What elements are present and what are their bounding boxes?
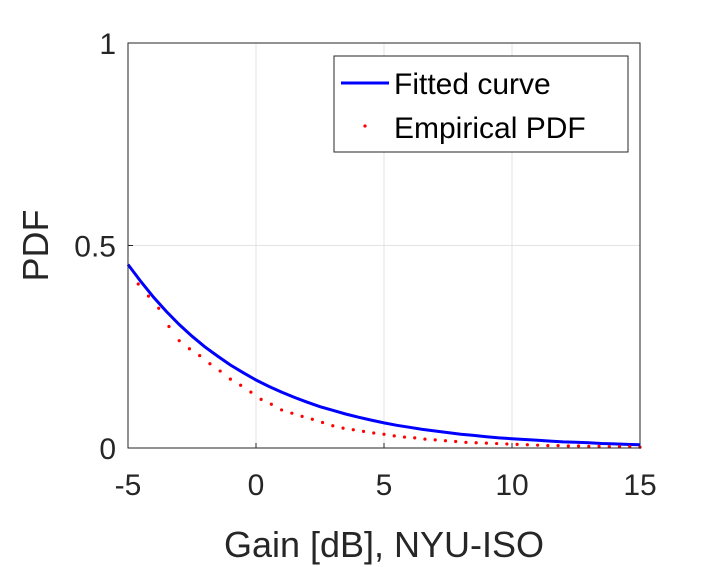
empirical-pdf-point	[167, 324, 171, 329]
empirical-pdf-point	[259, 397, 263, 401]
empirical-pdf-point	[280, 408, 284, 412]
y-axis-label: PDF	[15, 210, 56, 282]
x-tick-label: 0	[248, 469, 265, 502]
empirical-pdf-point	[157, 306, 161, 310]
empirical-pdf-point	[413, 436, 417, 440]
empirical-pdf-point	[515, 442, 519, 446]
empirical-pdf-point	[454, 439, 458, 444]
empirical-pdf-point	[525, 443, 529, 447]
empirical-pdf-point	[310, 417, 314, 421]
empirical-pdf-point	[146, 294, 151, 298]
empirical-pdf-point	[484, 441, 488, 445]
empirical-pdf-point	[198, 354, 202, 358]
x-tick-label: -5	[115, 469, 142, 502]
empirical-pdf-point	[566, 444, 570, 448]
x-tick-label: 15	[623, 469, 656, 502]
empirical-pdf-point	[546, 443, 550, 448]
empirical-pdf-point	[474, 441, 478, 445]
empirical-pdf-point	[351, 428, 355, 432]
legend-box	[333, 55, 629, 153]
legend-label-fitted-curve: Fitted curve	[394, 68, 551, 101]
empirical-pdf-point	[536, 443, 540, 447]
empirical-pdf-point	[556, 443, 560, 448]
x-tick-label: 10	[495, 469, 528, 502]
y-tick-label: 0.5	[74, 231, 116, 264]
legend-swatch-empirical-pdf	[363, 124, 367, 128]
empirical-pdf-point	[341, 426, 345, 430]
fitted-curve-line	[126, 263, 641, 447]
empirical-pdf-point	[392, 434, 396, 438]
empirical-pdf-point	[218, 369, 222, 373]
empirical-pdf-point	[300, 414, 304, 419]
empirical-pdf-point	[208, 362, 212, 366]
legend: Fitted curve Empirical PDF	[333, 55, 629, 153]
empirical-pdf-point	[249, 390, 253, 394]
empirical-pdf-point	[505, 442, 509, 446]
empirical-pdf-point	[320, 420, 325, 425]
empirical-pdf-point	[361, 429, 366, 433]
empirical-pdf-point	[269, 402, 273, 406]
x-tick-label: 5	[376, 469, 393, 502]
empirical-pdf-point	[423, 437, 427, 441]
x-axis-label: Gain [dB], NYU-ISO	[224, 524, 544, 565]
empirical-pdf-point	[464, 440, 468, 444]
empirical-pdf-point	[136, 282, 140, 286]
empirical-pdf-point	[372, 431, 376, 435]
empirical-pdf-point	[443, 439, 448, 443]
empirical-pdf-point	[228, 377, 232, 381]
empirical-pdf-point	[382, 432, 386, 436]
y-tick-label: 0	[99, 433, 116, 466]
empirical-pdf-point	[495, 441, 499, 446]
empirical-pdf-point	[331, 424, 335, 428]
empirical-pdf-point	[587, 444, 591, 448]
empirical-pdf-point	[187, 347, 192, 351]
empirical-pdf-point	[433, 438, 437, 442]
legend-label-empirical-pdf: Empirical PDF	[394, 112, 586, 145]
y-tick-label: 1	[99, 28, 116, 61]
empirical-pdf-point	[177, 339, 181, 343]
plot-series	[126, 263, 642, 449]
empirical-pdf-point	[239, 383, 243, 387]
empirical-pdf-point	[402, 435, 407, 439]
empirical-pdf-point	[597, 444, 601, 448]
empirical-pdf-point	[576, 444, 581, 448]
empirical-pdf-point	[290, 411, 294, 415]
